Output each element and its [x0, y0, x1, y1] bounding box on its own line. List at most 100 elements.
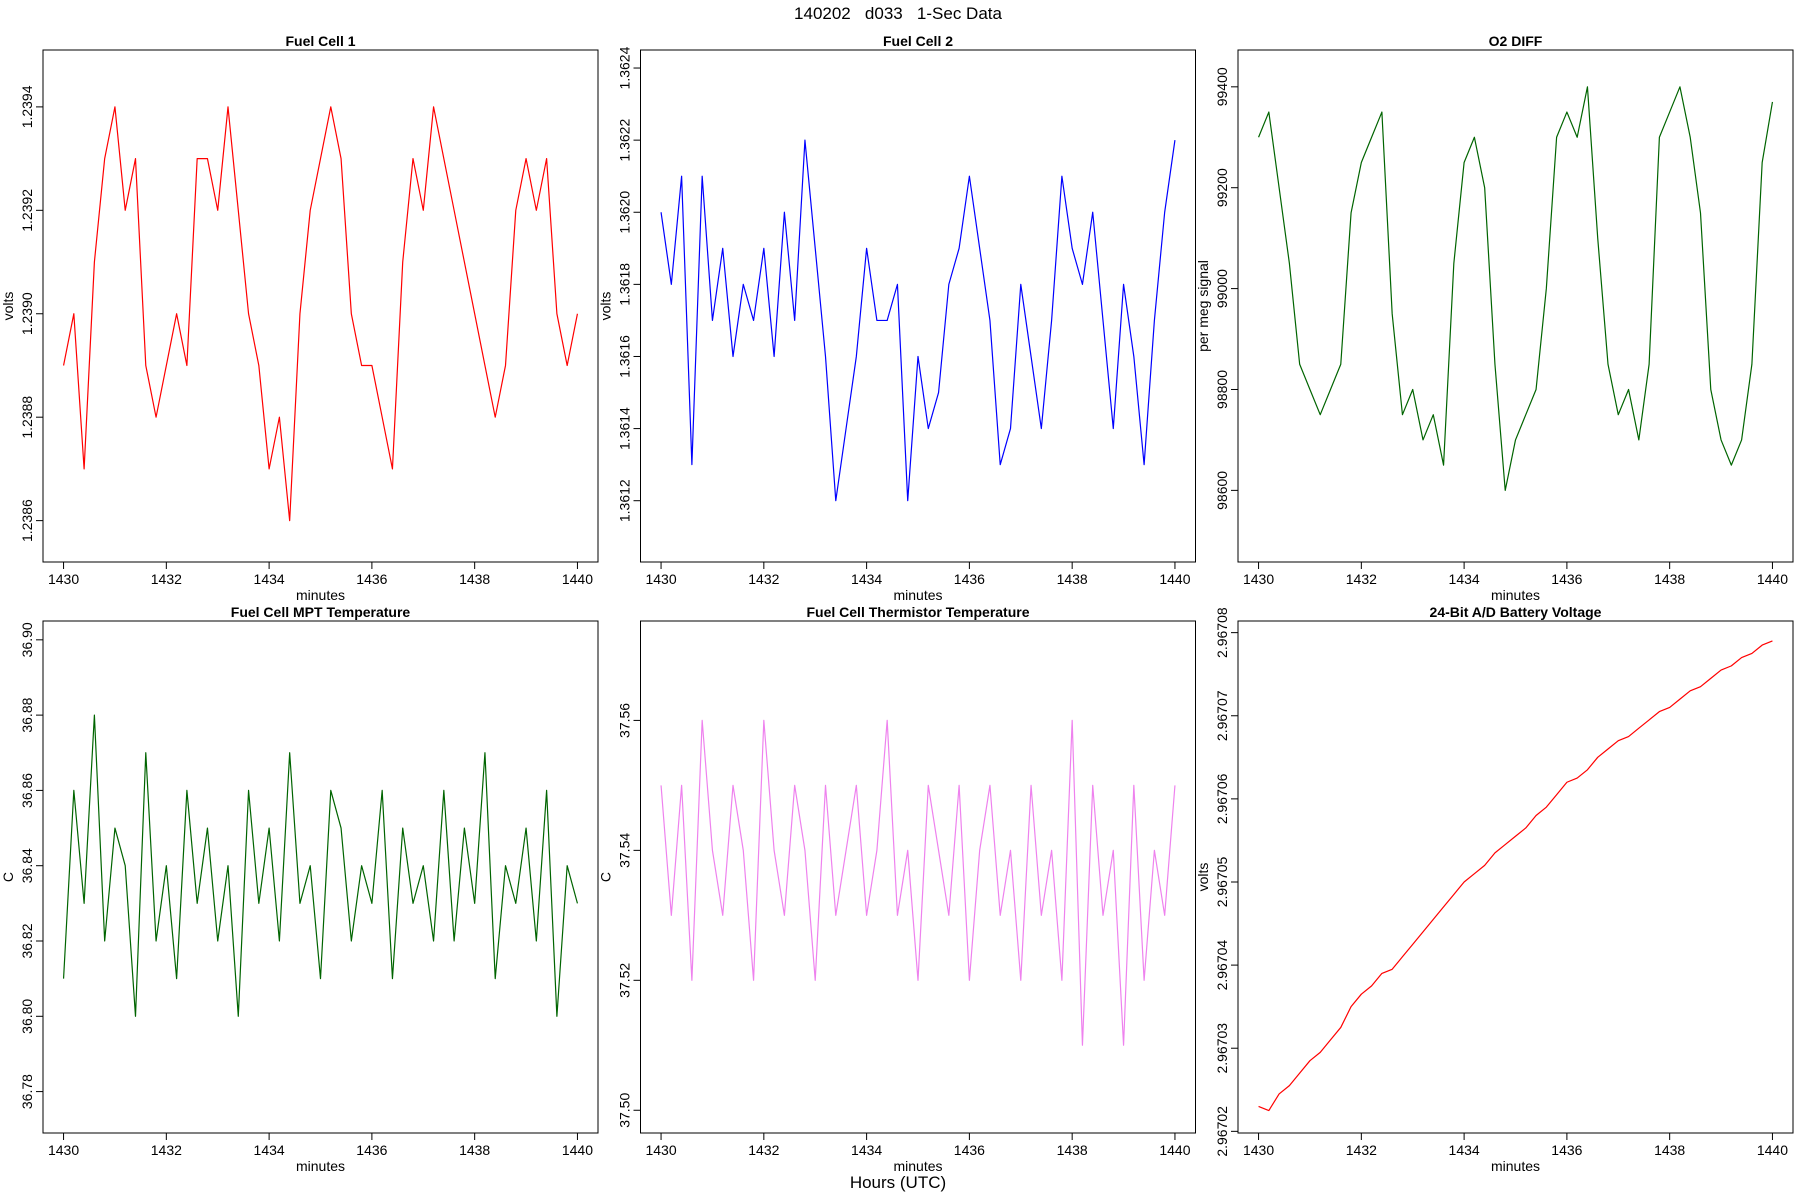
- plot-area: [660, 719, 1176, 1046]
- y-tick-label: 2.96705: [1214, 856, 1230, 907]
- plot-frame: [42, 620, 599, 1134]
- x-tick-label: 1434: [1449, 571, 1480, 587]
- y-tick-label: 2.96704: [1214, 940, 1230, 991]
- y-tick-label: 36.88: [19, 697, 35, 732]
- panel: O2 DIFF 1430 1432 1434 1436 1438 1440 98600 9880…: [1195, 33, 1794, 603]
- x-axis-title: minutes: [296, 587, 345, 603]
- x-tick-label: 1432: [151, 571, 182, 587]
- x-tick-label: 1430: [1243, 1142, 1274, 1158]
- plot-frame: [42, 49, 599, 563]
- x-tick-label: 1430: [645, 1142, 676, 1158]
- y-tick-label: 37.50: [617, 1093, 633, 1128]
- data-line: [62, 106, 579, 522]
- y-axis-title: volts: [0, 292, 16, 321]
- x-tick-label: 1432: [151, 1142, 182, 1158]
- y-tick-label: 99000: [1214, 269, 1230, 308]
- data-line: [660, 719, 1176, 1046]
- y-tick-label: 1.3616: [617, 335, 633, 378]
- y-tick-label: 37.52: [617, 963, 633, 998]
- data-line: [1258, 86, 1774, 491]
- panel: Fuel Cell 1 1430 1432 1434 1436 1438 1440 1.238…: [0, 33, 599, 603]
- panel: Fuel Cell Thermistor Temperature 1430 1432…: [598, 604, 1196, 1174]
- x-tick-label: 1438: [459, 571, 490, 587]
- x-tick-label: 1430: [48, 571, 79, 587]
- y-tick-label: 1.3612: [617, 479, 633, 522]
- x-tick-label: 1440: [1757, 1142, 1788, 1158]
- x-tick-label: 1436: [954, 571, 985, 587]
- x-tick-label: 1440: [1159, 571, 1190, 587]
- y-axis-title: per meg signal: [1195, 260, 1211, 352]
- plot-area: [1258, 86, 1774, 491]
- y-axis-title: C: [598, 872, 614, 882]
- y-tick-label: 1.2392: [19, 189, 35, 232]
- x-tick-label: 1440: [562, 1142, 593, 1158]
- panel-title: 24-Bit A/D Battery Voltage: [1430, 604, 1602, 620]
- x-tick-label: 1434: [1449, 1142, 1480, 1158]
- y-tick-label: 36.90: [19, 622, 35, 657]
- x-axis-title: minutes: [1491, 587, 1540, 603]
- y-tick-label: 1.2390: [19, 292, 35, 335]
- data-line: [660, 139, 1176, 502]
- x-tick-label: 1438: [1654, 571, 1685, 587]
- x-tick-label: 1436: [356, 571, 387, 587]
- x-axis-title: minutes: [893, 587, 942, 603]
- x-tick-label: 1430: [1243, 571, 1274, 587]
- y-tick-label: 98600: [1214, 471, 1230, 510]
- y-tick-label: 36.82: [19, 923, 35, 958]
- panel-title: Fuel Cell 2: [883, 33, 953, 49]
- y-tick-label: 37.56: [617, 703, 633, 738]
- y-tick-label: 1.3620: [617, 191, 633, 234]
- plot-frame: [1237, 620, 1794, 1134]
- y-tick-label: 1.3622: [617, 119, 633, 162]
- x-tick-label: 1432: [748, 571, 779, 587]
- x-tick-label: 1436: [954, 1142, 985, 1158]
- x-tick-label: 1438: [1057, 571, 1088, 587]
- panel: Fuel Cell MPT Temperature 1430 1432 1434 143…: [0, 604, 599, 1174]
- x-tick-label: 1440: [1159, 1142, 1190, 1158]
- y-tick-label: 99400: [1214, 67, 1230, 106]
- y-tick-label: 1.3618: [617, 263, 633, 306]
- x-tick-label: 1438: [459, 1142, 490, 1158]
- page-title: 140202 d033 1-Sec Data: [794, 4, 1002, 23]
- x-axis-title: minutes: [893, 1158, 942, 1174]
- data-line: [62, 714, 579, 1017]
- y-tick-label: 37.54: [617, 833, 633, 868]
- y-tick-label: 1.2388: [19, 396, 35, 439]
- y-tick-label: 2.96706: [1214, 773, 1230, 824]
- plot-area: [62, 106, 579, 522]
- x-tick-label: 1432: [748, 1142, 779, 1158]
- y-tick-label: 1.3624: [617, 46, 633, 89]
- x-tick-label: 1438: [1654, 1142, 1685, 1158]
- x-tick-label: 1434: [254, 1142, 285, 1158]
- x-tick-label: 1440: [1757, 571, 1788, 587]
- panel: Fuel Cell 2 1430 1432 1434 1436 1438 1440 1.361…: [598, 33, 1196, 603]
- x-axis-label: Hours (UTC): [850, 1173, 946, 1192]
- data-line: [1258, 640, 1773, 1112]
- x-tick-label: 1434: [851, 1142, 882, 1158]
- x-tick-label: 1434: [851, 571, 882, 587]
- y-tick-label: 2.96703: [1214, 1023, 1230, 1074]
- x-tick-label: 1440: [562, 571, 593, 587]
- y-tick-label: 99200: [1214, 168, 1230, 207]
- y-tick-label: 2.96707: [1214, 690, 1230, 741]
- x-tick-label: 1432: [1346, 571, 1377, 587]
- y-tick-label: 1.2394: [19, 85, 35, 128]
- y-tick-label: 36.80: [19, 999, 35, 1034]
- panel-title: Fuel Cell Thermistor Temperature: [806, 604, 1029, 620]
- y-axis-title: C: [0, 872, 16, 882]
- y-tick-label: 36.78: [19, 1074, 35, 1109]
- x-axis-title: minutes: [296, 1158, 345, 1174]
- panel: 24-Bit A/D Battery Voltage 1430 1432 1434 14…: [1195, 604, 1794, 1174]
- x-tick-label: 1436: [1551, 571, 1582, 587]
- y-tick-label: 2.96702: [1214, 1106, 1230, 1157]
- y-axis-title: volts: [1195, 863, 1211, 892]
- plot-frame: [640, 620, 1196, 1134]
- x-tick-label: 1436: [1551, 1142, 1582, 1158]
- x-tick-label: 1430: [645, 571, 676, 587]
- x-tick-label: 1432: [1346, 1142, 1377, 1158]
- plot-area: [1258, 640, 1773, 1112]
- plot-area: [62, 714, 579, 1017]
- panel-title: O2 DIFF: [1489, 33, 1543, 49]
